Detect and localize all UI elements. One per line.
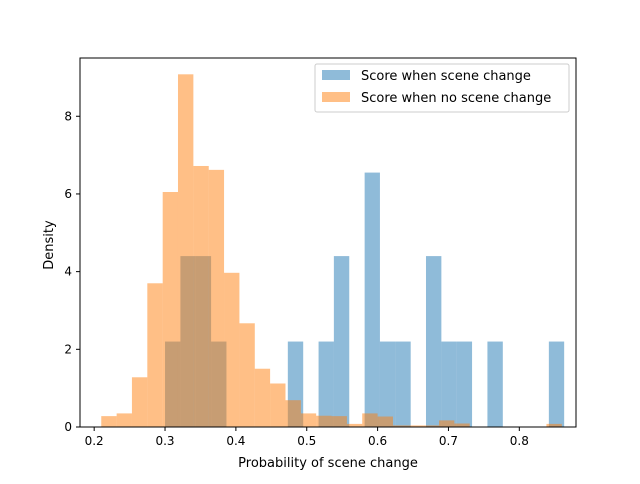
x-axis-ticks: 0.2 0.3 0.4 0.5 0.6 0.7 0.8 — [85, 427, 529, 448]
y-tick-label: 0 — [64, 420, 72, 434]
histogram-bar — [439, 420, 455, 427]
histogram-bar — [362, 413, 378, 427]
legend-swatch-no-scene-change — [322, 92, 350, 102]
y-axis-ticks: 0 2 4 6 8 — [64, 109, 80, 434]
x-tick-label: 0.8 — [510, 434, 529, 448]
histogram-bar — [395, 341, 411, 427]
legend: Score when scene change Score when no sc… — [314, 63, 570, 113]
histogram-bar — [224, 272, 240, 427]
histogram-bar — [408, 425, 424, 427]
histogram-bar — [379, 341, 396, 427]
histogram-bar — [423, 425, 440, 427]
histogram-bar — [116, 413, 132, 427]
histogram-bar — [318, 341, 334, 427]
legend-box — [314, 63, 570, 113]
histogram-bar — [101, 416, 117, 427]
histogram-bar — [162, 192, 178, 427]
histogram-bar — [177, 74, 194, 427]
histogram-bar — [392, 425, 409, 427]
histogram-bar — [316, 415, 332, 427]
histogram-bar — [487, 341, 503, 427]
histogram-bar — [239, 323, 255, 427]
histogram-bar — [208, 169, 225, 427]
x-tick-label: 0.3 — [155, 434, 174, 448]
histogram-bar — [270, 383, 286, 427]
histogram-bar — [331, 416, 347, 427]
histogram-bar — [548, 341, 565, 427]
y-tick-label: 2 — [64, 342, 72, 356]
histogram-bar — [456, 341, 473, 427]
histogram-bar — [193, 165, 209, 427]
histogram-bar — [131, 377, 148, 427]
histogram-bar — [346, 423, 363, 427]
histogram-bar — [546, 423, 562, 427]
series-1 — [101, 74, 562, 427]
x-tick-label: 0.6 — [368, 434, 387, 448]
x-tick-label: 0.4 — [226, 434, 245, 448]
histogram-bar — [364, 172, 380, 427]
histogram-bar — [147, 283, 163, 427]
legend-label-scene-change: Score when scene change — [361, 69, 531, 84]
histogram-bar — [454, 423, 470, 427]
histogram-bar — [254, 368, 271, 427]
histogram-bar — [300, 413, 317, 427]
histogram-bar — [377, 416, 393, 427]
x-tick-label: 0.2 — [85, 434, 104, 448]
y-tick-label: 4 — [64, 265, 72, 279]
histogram-bar — [425, 256, 442, 427]
legend-label-no-scene-change: Score when no scene change — [361, 91, 551, 106]
histogram-bar — [333, 256, 350, 427]
x-axis-label: Probability of scene change — [238, 456, 418, 471]
x-tick-label: 0.5 — [297, 434, 316, 448]
histogram-bar — [441, 341, 457, 427]
y-tick-label: 8 — [64, 109, 72, 123]
bars-layer — [101, 74, 565, 427]
x-tick-label: 0.7 — [439, 434, 458, 448]
legend-swatch-scene-change — [322, 70, 350, 80]
plot-frame — [79, 57, 577, 428]
y-axis-label: Density — [42, 220, 57, 270]
histogram-bar — [285, 400, 301, 427]
y-tick-label: 6 — [64, 187, 72, 201]
